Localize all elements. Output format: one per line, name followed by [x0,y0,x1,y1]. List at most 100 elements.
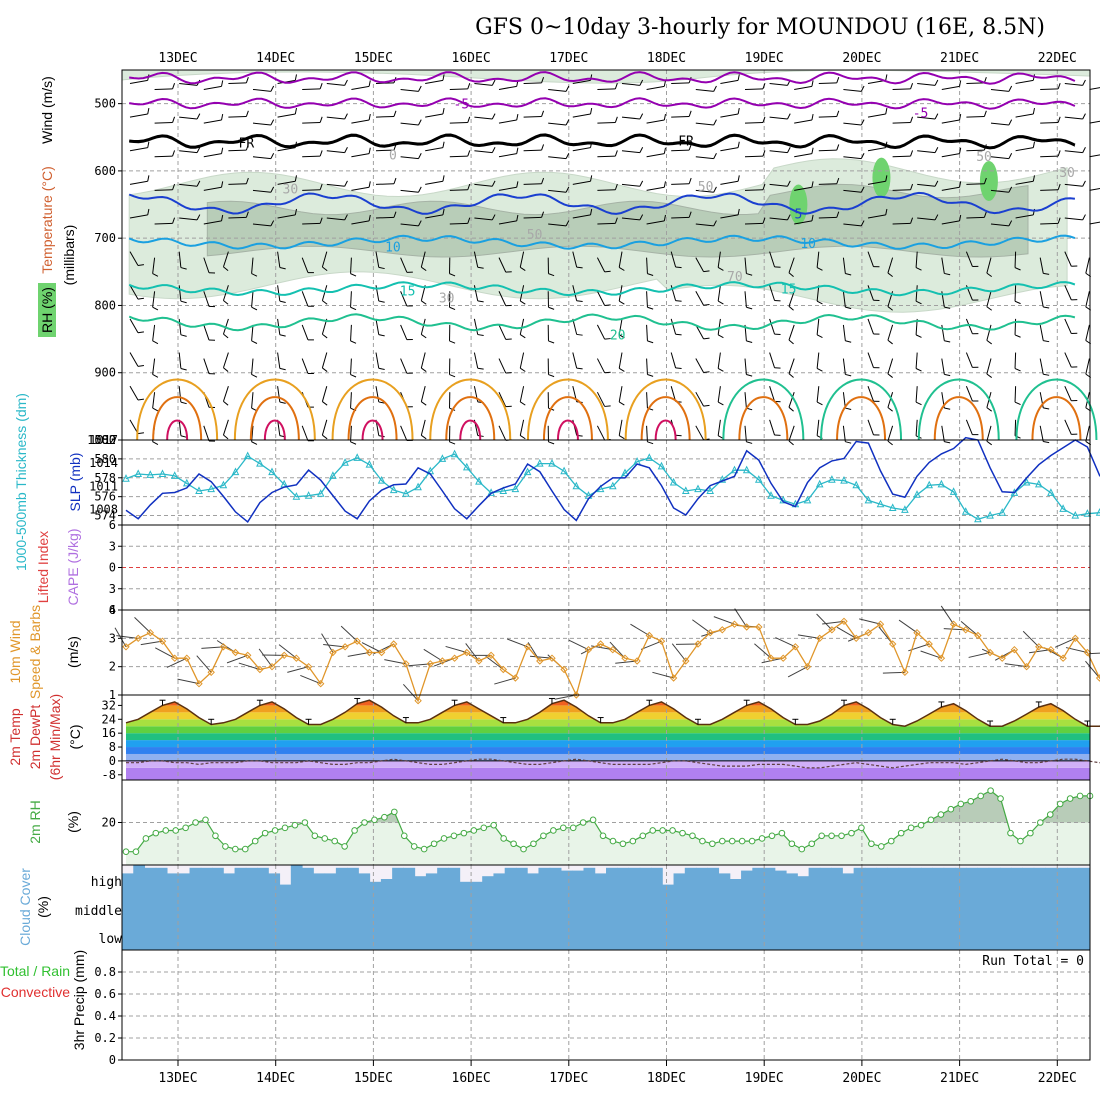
wind-barb-flag [811,181,814,188]
wind-barb [671,115,690,118]
rh-contour-label: 50 [698,180,714,195]
wind10-barb [423,648,443,662]
wind-barb-flag [491,113,496,120]
temp-color-band [126,712,1090,720]
wind-barb [179,183,198,187]
wind10-point [219,643,228,651]
rh2m-point [301,819,309,826]
cloud-high-bar [470,881,483,893]
surface-isotherm-loop [556,419,579,441]
wind-barb [203,186,222,191]
rh2m-point [182,824,189,832]
wind-barb-flag [152,306,159,311]
cloud-high-bar [549,867,562,893]
y-tick-label: 3 [109,582,116,596]
thickness-point [365,459,374,468]
wind-barb-flag [959,113,962,121]
thickness-point [621,468,629,477]
wind-barb [129,352,139,367]
cloud-high-bar [257,867,269,893]
wind10-barb [201,646,224,649]
wind-barb-flag [836,177,840,184]
wind-barb [228,82,247,84]
isotherm-minus5 [129,97,1076,110]
wind-barb [1015,113,1034,118]
wind-barb [420,419,426,436]
wind-barb [843,88,862,92]
wind-barb [326,116,345,120]
wind-barb [251,392,254,409]
top-date-label: 18DEC [647,51,686,66]
wind-barb [548,122,567,126]
wind-barb [179,217,198,221]
wind-barb-flag [944,340,951,343]
wind-barb [420,251,426,268]
wind-barb [990,223,1009,227]
wind-barb [596,291,606,306]
wind10-point [377,648,386,657]
thickness-point [986,510,994,519]
wind-barb [498,119,517,124]
wind-barb-flag [1008,220,1013,227]
wind-barb [596,425,606,441]
cloud-high-bar [392,867,404,893]
wind-barb [794,119,813,124]
wind-barb-flag [944,373,951,377]
surface-isotherm-loop [347,396,398,441]
wind-barb-flag [449,340,456,344]
wind-barb [350,358,352,375]
slp-tick-label: 1008 [89,503,118,517]
wind10-point [1035,643,1043,651]
wind-barb [523,216,542,219]
wind-barb-flag [223,333,229,339]
wind-barb-flag [221,113,224,121]
wind-barb-flag [180,334,187,337]
slp-axis-label: SLP (mb) [67,453,83,512]
wind-barb-flag [885,175,888,182]
wind-barb-flag [251,441,258,445]
wind-barb-flag [322,367,328,372]
wind-barb [842,425,846,442]
wind-barb-flag [915,334,922,338]
wind-barb [843,122,862,126]
rh2m-point [132,848,140,856]
cloud-high-bar [493,873,506,893]
wind10-barb [568,639,589,651]
rh2m-point [758,835,766,842]
wind-barb [277,147,296,152]
wind-barb-flag [251,273,258,277]
wind-barb-flag [368,113,371,121]
wind-barb [178,285,182,302]
wind-barb-flag [449,273,456,277]
wind-barb [1040,121,1059,124]
surface-isotherm-loop [917,378,1000,441]
wind-barb [794,220,813,225]
wind-barb [1015,147,1034,152]
wind-barb-flag [604,338,611,340]
wind-barb [816,251,820,268]
y-tick-label: 578 [94,471,116,485]
wind-barb-flag [1082,214,1086,221]
rh2m-point [281,824,289,832]
wind-barb-flag [294,208,297,215]
wind-barb-flag [322,333,328,339]
wind-barb-flag [279,334,286,337]
wind10-point [1010,645,1019,654]
wind-barb-flag [548,306,555,310]
rh2m-point [967,797,975,805]
wind-barb [646,425,648,442]
isotherm-10 [128,234,1076,250]
wind-barb [621,183,640,187]
wind-barb-flag [1032,141,1035,148]
cloud-high-bar [1022,867,1035,893]
wind-barb-flag [614,150,618,157]
rh2m-point [500,835,507,842]
wind-barb [816,318,820,335]
wind10-barb [1004,663,1027,668]
wind10-point [633,657,641,665]
rh2m-point [331,837,339,845]
wind-barb-flag [196,214,201,221]
cloud-high-bar [268,873,281,893]
rh2m-fill-dark [195,790,1090,823]
wind-barb [941,324,945,341]
